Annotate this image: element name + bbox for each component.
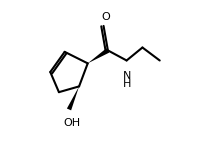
Polygon shape (88, 48, 109, 63)
Text: OH: OH (63, 118, 80, 128)
Text: O: O (101, 12, 110, 22)
Polygon shape (67, 86, 79, 110)
Text: H: H (122, 79, 131, 89)
Text: N: N (122, 71, 131, 80)
